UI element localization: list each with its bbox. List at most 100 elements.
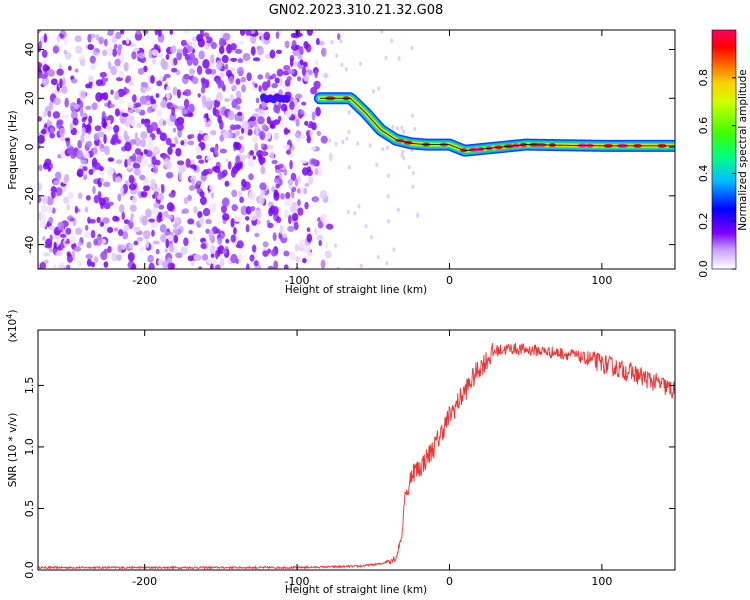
- spectrogram-noise-blob: [358, 61, 362, 66]
- spectrogram-noise-blob: [274, 77, 280, 84]
- spectrogram-noise-blob: [218, 45, 225, 55]
- spectrogram-noise-blob: [166, 117, 171, 126]
- spectrogram-noise-blob: [267, 144, 274, 150]
- spectrogram-noise-blob: [273, 177, 281, 184]
- spectrogram-noise-blob: [157, 211, 163, 220]
- spectrogram-noise-blob: [334, 141, 338, 147]
- spectrogram-noise-blob: [402, 129, 406, 134]
- spectrogram-noise-blob: [53, 264, 57, 269]
- spectrogram-noise-blob: [141, 215, 148, 226]
- spectrogram-noise-blob: [411, 184, 415, 189]
- spectrogram-noise-blob: [219, 134, 225, 142]
- spectrogram-noise-blob: [276, 68, 284, 77]
- spectrogram-noise-blob: [252, 57, 261, 62]
- spectrogram-noise-blob: [271, 185, 276, 192]
- spectrogram-noise-blob: [102, 49, 108, 57]
- spectrogram-noise-blob: [324, 241, 328, 249]
- spectrogram-noise-blob: [262, 241, 269, 248]
- spectrogram-noise-blob: [117, 229, 124, 237]
- spectrogram-noise-blob: [159, 53, 163, 59]
- spectrogram-noise-blob: [375, 162, 379, 168]
- spectrogram-noise-blob: [153, 187, 161, 192]
- spectrogram-noise-blob: [192, 236, 196, 241]
- spectrogram-noise-blob: [192, 57, 199, 67]
- spectrogram-noise-blob: [208, 229, 214, 240]
- spectrogram-noise-blob: [47, 166, 52, 172]
- spectrogram-noise-blob: [89, 55, 96, 64]
- spectrogram-noise-blob: [63, 196, 70, 205]
- spectrogram-noise-blob: [63, 49, 68, 55]
- spectrogram-noise-blob: [205, 218, 212, 225]
- spectrogram-noise-blob: [67, 65, 72, 71]
- spectrogram-noise-blob: [117, 193, 122, 202]
- spectrogram-noise-blob: [171, 106, 175, 117]
- spectrogram-noise-blob: [318, 239, 322, 247]
- spectrogram-noise-blob: [258, 195, 265, 205]
- spectrogram-noise-blob: [248, 190, 256, 201]
- spectrogram-noise-blob: [157, 30, 162, 37]
- spectrogram-noise-blob: [143, 30, 149, 35]
- spectrogram-noise-blob: [127, 102, 134, 109]
- spectrogram-noise-blob: [236, 111, 243, 117]
- spectrogram-noise-blob: [269, 90, 277, 96]
- spectrogram-noise-blob: [173, 57, 178, 66]
- spectrogram-noise-blob: [222, 197, 230, 207]
- spectrogram-noise-blob: [76, 97, 81, 104]
- spectrogram-noise-blob: [94, 48, 100, 53]
- spectrogram-noise-blob: [177, 105, 185, 111]
- spectrogram-noise-blob: [238, 253, 243, 263]
- spectrogram-noise-blob: [123, 61, 129, 72]
- spectrogram-noise-blob: [38, 134, 45, 144]
- spectrogram-noise-blob: [124, 158, 128, 168]
- spectrogram-noise-blob: [200, 243, 207, 250]
- spectrogram-noise-blob: [120, 30, 125, 35]
- spectrogram-noise-blob: [229, 94, 235, 102]
- spectrogram-noise-blob: [283, 64, 291, 71]
- spectrogram-noise-blob: [275, 183, 280, 189]
- spectrogram-noise-blob: [150, 95, 154, 105]
- spectrogram-noise-blob: [221, 169, 228, 177]
- spectrogram-noise-blob: [59, 127, 65, 137]
- spectrogram-noise-blob: [197, 38, 205, 48]
- spectrogram-noise-blob: [112, 215, 119, 222]
- spectrogram-noise-blob: [72, 117, 79, 126]
- spectrogram-noise-blob: [249, 254, 255, 262]
- spectrogram-noise-blob: [224, 63, 229, 71]
- spectrogram-noise-blob: [163, 73, 171, 79]
- spectrogram-noise-blob: [286, 149, 291, 155]
- spectrogram-noise-blob: [346, 209, 350, 215]
- spectrogram-noise-blob: [284, 40, 290, 49]
- spectrogram-noise-blob: [42, 236, 46, 241]
- spectrogram-noise-blob: [132, 196, 137, 204]
- spectrogram-noise-blob: [161, 185, 165, 194]
- spectrogram-noise-blob: [99, 71, 107, 78]
- spectrogram-noise-blob: [137, 52, 146, 59]
- spectrogram-noise-blob: [341, 139, 345, 145]
- spectrogram-noise-blob: [410, 45, 414, 51]
- spectrogram-noise-blob: [118, 70, 125, 78]
- spectrogram-noise-blob: [293, 50, 300, 57]
- spectrogram-noise-blob: [191, 36, 198, 42]
- spectrogram-noise-blob: [202, 58, 210, 69]
- spectrogram-noise-blob: [306, 30, 313, 36]
- spectrogram-noise-blob: [282, 233, 288, 239]
- spectrogram-noise-blob: [148, 262, 155, 269]
- spectrogram-noise-blob: [125, 36, 130, 45]
- spectrogram-noise-blob: [131, 51, 137, 60]
- spectrogram-noise-blob: [201, 78, 209, 89]
- spectrogram-noise-blob: [83, 231, 92, 239]
- spectrogram-noise-blob: [87, 75, 95, 83]
- spectrogram-noise-blob: [143, 148, 148, 155]
- spectrogram-noise-blob: [48, 247, 53, 253]
- spectrogram-noise-blob: [46, 120, 53, 128]
- spectrogram-noise-blob: [254, 232, 260, 238]
- spectrogram-noise-blob: [233, 141, 240, 149]
- spectrogram-noise-blob: [287, 225, 295, 232]
- spectrogram-noise-blob: [230, 124, 238, 131]
- spectrogram-noise-blob: [271, 73, 277, 79]
- spectrogram-noise-blob: [214, 108, 220, 118]
- spectrogram-noise-blob: [176, 116, 185, 125]
- spectrogram-noise-blob: [283, 127, 289, 136]
- spectrogram-noise-blob: [209, 184, 214, 191]
- spectrogram-noise-blob: [187, 140, 195, 146]
